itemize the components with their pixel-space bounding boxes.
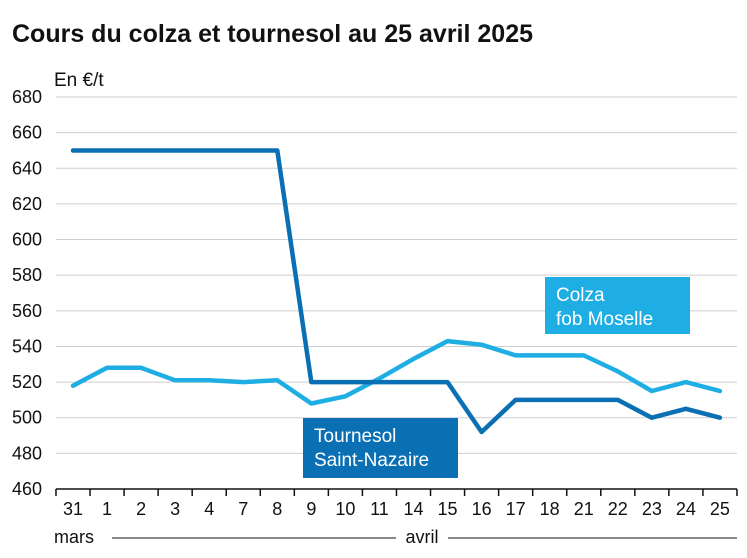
period-label: mars [54,527,94,547]
series-label-tournesol: Tournesol Saint-Nazaire [303,418,458,478]
period-label: avril [405,527,438,547]
y-tick-label: 640 [12,158,42,178]
x-tick-label: 23 [642,499,662,519]
x-tick-label: 17 [506,499,526,519]
x-tick-label: 2 [136,499,146,519]
x-axis-periods: mars avril [54,527,737,547]
x-tick-label: 3 [170,499,180,519]
series-label-colza: Colza fob Moselle [545,277,690,334]
x-tick-label: 18 [540,499,560,519]
y-axis-unit: En €/t [54,70,104,91]
x-tick-label: 16 [472,499,492,519]
x-tick-label: 1 [102,499,112,519]
x-axis-ticks: 31 1 2 3 4 7 8 9 10 11 14 15 16 17 18 21 22 23 24 25 [55,489,738,519]
series-label-box [303,418,458,478]
x-tick-label: 8 [272,499,282,519]
x-tick-label: 31 [63,499,83,519]
y-tick-label: 680 [12,87,42,107]
x-tick-label: 15 [438,499,458,519]
x-tick-label: 9 [306,499,316,519]
x-tick-label: 22 [608,499,628,519]
y-tick-label: 620 [12,194,42,214]
x-tick-label: 4 [204,499,214,519]
y-tick-label: 600 [12,230,42,250]
series-label-text: Colza [556,285,605,306]
series-label-box [545,277,690,334]
series-label-text: Saint-Nazaire [314,450,429,471]
x-tick-label: 11 [370,499,389,519]
y-axis-ticks: 460 480 500 520 540 560 580 600 620 640 660 680 [12,87,42,499]
x-tick-label: 24 [676,499,696,519]
y-tick-label: 500 [12,408,42,428]
x-tick-label: 21 [574,499,594,519]
y-tick-label: 660 [12,123,42,143]
gridlines [56,96,737,454]
x-tick-label: 25 [710,499,730,519]
series-label-text: Tournesol [314,426,396,447]
y-tick-label: 560 [12,301,42,321]
y-tick-label: 580 [12,265,42,285]
series-label-text: fob Moselle [556,309,653,330]
x-tick-label: 14 [403,499,423,519]
y-tick-label: 480 [12,443,42,463]
y-tick-label: 540 [12,336,42,356]
chart-title: Cours du colza et tournesol au 25 avril … [12,20,533,48]
series-labels: Colza fob Moselle Tournesol Saint-Nazaire [303,277,690,478]
series-line-colza [70,338,723,406]
series-lines [70,148,723,435]
x-tick-label: 10 [335,499,355,519]
y-tick-label: 520 [12,372,42,392]
x-tick-label: 7 [238,499,248,519]
series-line-tournesol [70,148,723,435]
y-tick-label: 460 [12,479,42,499]
